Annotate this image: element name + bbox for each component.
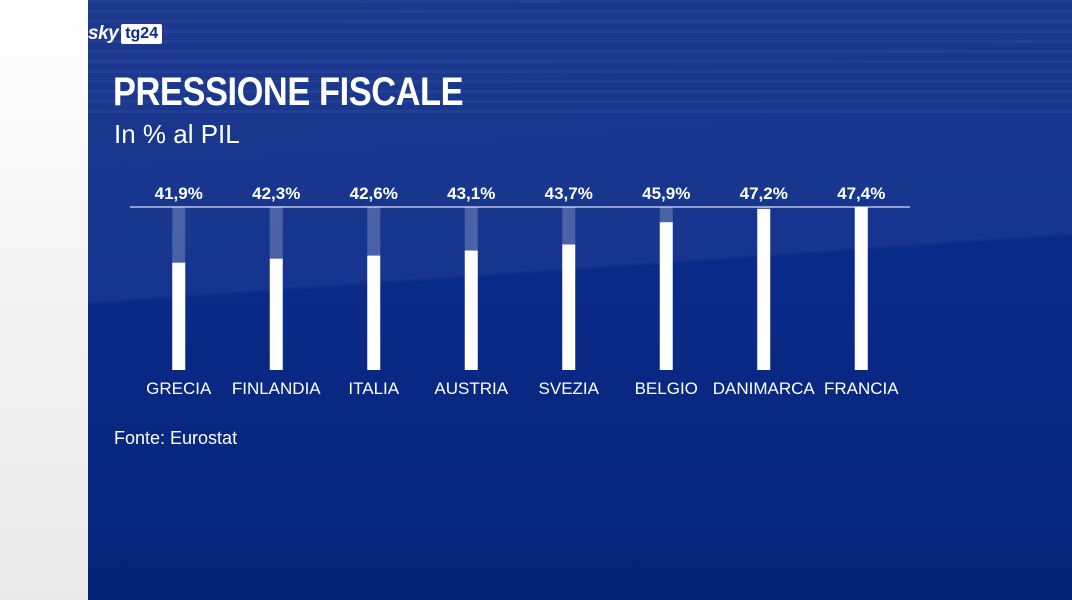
category-label-austria: AUSTRIA [434,379,508,398]
value-label-svezia: 43,7% [545,184,593,203]
bar-track-grecia [172,207,186,263]
category-label-grecia: GRECIA [146,379,212,398]
bar-track-danimarca [757,207,771,210]
source-note: Fonte: Eurostat [114,428,238,448]
background-stripes [88,0,1072,120]
category-label-finlandia: FINLANDIA [232,379,321,398]
bar-belgio [659,222,673,370]
category-label-danimarca: DANIMARCA [713,379,816,398]
bar-finlandia [269,258,283,370]
bar-austria [464,250,478,370]
bar-track-svezia [562,207,576,245]
bar-track-finlandia [269,207,283,259]
value-label-grecia: 41,9% [155,184,203,203]
bar-track-belgio [659,207,673,223]
category-label-belgio: BELGIO [635,379,698,398]
category-label-francia: FRANCIA [824,379,899,398]
bar-francia [854,207,868,370]
category-label-svezia: SVEZIA [539,379,600,398]
value-label-austria: 43,1% [447,184,495,203]
value-label-finlandia: 42,3% [252,184,300,203]
logo-tg24-box: tg24 [121,24,163,44]
chart-panel [88,0,1072,600]
bar-italia [367,255,381,370]
bars-layer [172,207,868,370]
logo-sky-text: sky [88,23,119,44]
background-sheen [88,0,1072,600]
bar-danimarca [757,209,771,370]
bar-grecia [172,262,186,370]
bar-track-austria [464,207,478,251]
sky-tg24-logo: sky tg24 [88,22,163,46]
left-white-strip [0,0,88,600]
chart-subtitle: In % al PIL [114,119,240,149]
value-label-francia: 47,4% [837,184,885,203]
chart-title: PRESSIONE FISCALE [113,70,464,114]
value-label-belgio: 45,9% [642,184,690,203]
category-label-italia: ITALIA [348,379,399,398]
value-label-danimarca: 47,2% [740,184,788,203]
bar-track-italia [367,207,381,256]
bar-svezia [562,244,576,370]
value-label-italia: 42,6% [350,184,398,203]
labels-layer: 41,9% GRECIA 42,3% FINLANDIA 42,6% ITALIA 43,1… [146,184,899,398]
